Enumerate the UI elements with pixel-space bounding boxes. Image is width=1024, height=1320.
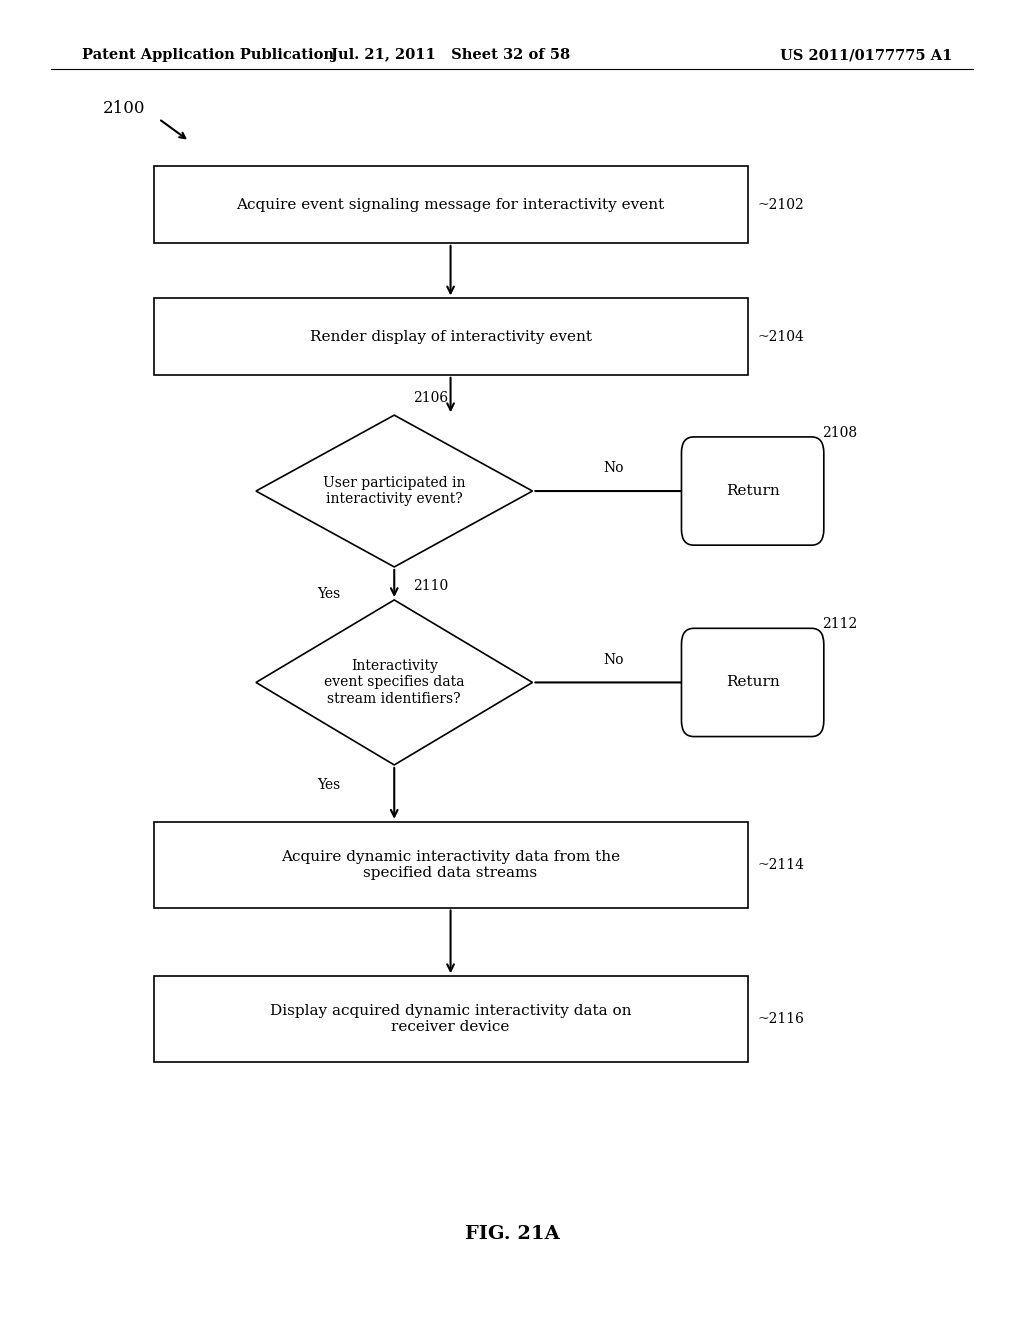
Text: Interactivity
event specifies data
stream identifiers?: Interactivity event specifies data strea… (324, 659, 465, 706)
Text: US 2011/0177775 A1: US 2011/0177775 A1 (780, 49, 952, 62)
FancyBboxPatch shape (682, 628, 823, 737)
Text: No: No (603, 652, 624, 667)
Polygon shape (256, 414, 532, 568)
Text: 2106: 2106 (413, 391, 447, 404)
Text: Patent Application Publication: Patent Application Publication (82, 49, 334, 62)
FancyBboxPatch shape (154, 298, 748, 375)
Text: 2110: 2110 (413, 579, 447, 594)
FancyBboxPatch shape (154, 821, 748, 908)
FancyBboxPatch shape (154, 977, 748, 1061)
Text: Acquire event signaling message for interactivity event: Acquire event signaling message for inte… (237, 198, 665, 211)
FancyBboxPatch shape (154, 166, 748, 243)
Text: Acquire dynamic interactivity data from the
specified data streams: Acquire dynamic interactivity data from … (281, 850, 621, 879)
Text: 2112: 2112 (821, 616, 857, 631)
Text: 2108: 2108 (821, 425, 857, 440)
Text: Return: Return (726, 676, 779, 689)
Text: User participated in
interactivity event?: User participated in interactivity event… (323, 477, 466, 506)
Text: No: No (603, 461, 624, 475)
Text: Yes: Yes (317, 586, 341, 601)
Text: 2100: 2100 (102, 100, 145, 116)
Text: ~2104: ~2104 (758, 330, 805, 343)
Text: Display acquired dynamic interactivity data on
receiver device: Display acquired dynamic interactivity d… (269, 1005, 632, 1034)
Text: Yes: Yes (317, 777, 341, 792)
Polygon shape (256, 599, 532, 766)
Text: Render display of interactivity event: Render display of interactivity event (309, 330, 592, 343)
Text: Return: Return (726, 484, 779, 498)
Text: ~2102: ~2102 (758, 198, 805, 211)
Text: Jul. 21, 2011   Sheet 32 of 58: Jul. 21, 2011 Sheet 32 of 58 (331, 49, 570, 62)
FancyBboxPatch shape (682, 437, 823, 545)
Text: ~2114: ~2114 (758, 858, 805, 871)
Text: ~2116: ~2116 (758, 1012, 805, 1026)
Text: FIG. 21A: FIG. 21A (465, 1225, 559, 1243)
